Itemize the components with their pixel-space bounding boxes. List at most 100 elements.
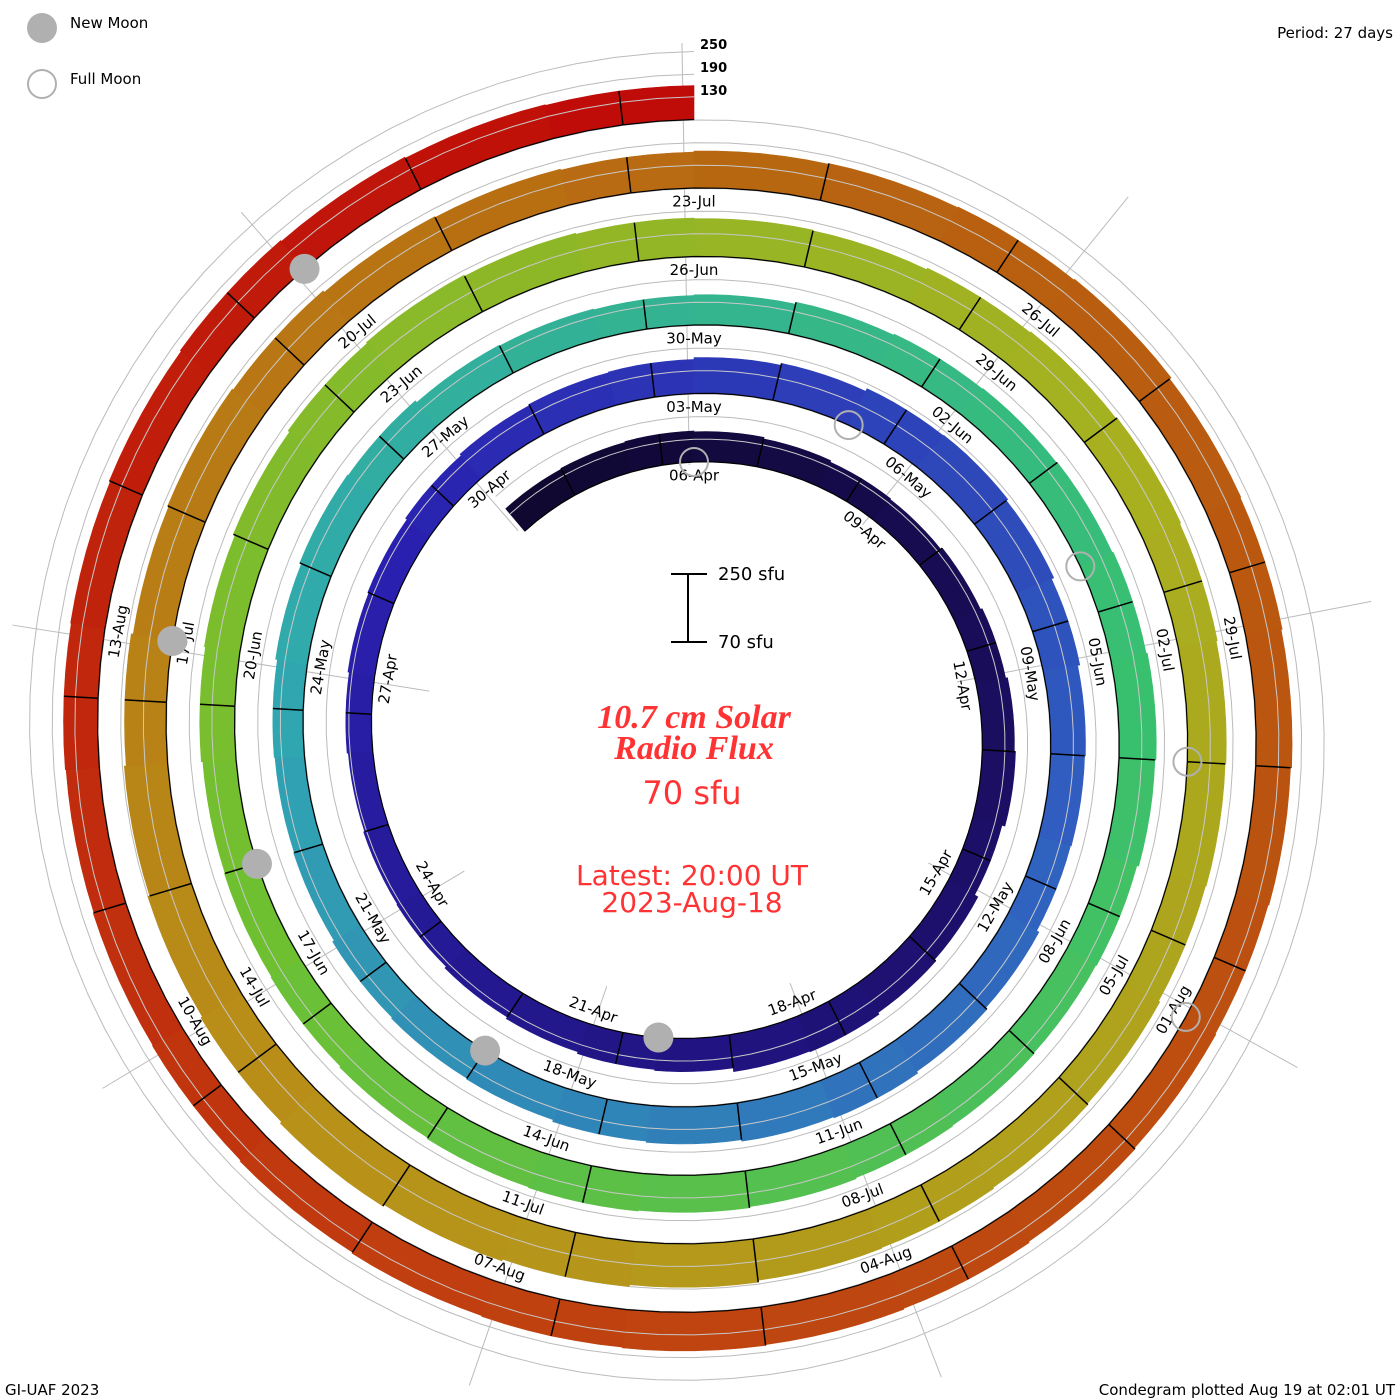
flux-segment xyxy=(339,1042,448,1139)
day-tick xyxy=(919,547,943,566)
day-tick xyxy=(744,1170,751,1208)
day-tick xyxy=(889,1123,907,1156)
flux-segment xyxy=(1007,835,1071,932)
day-tick xyxy=(294,843,323,854)
day-tick xyxy=(528,404,545,435)
day-tick xyxy=(625,157,632,194)
day-tick xyxy=(1028,461,1058,484)
day-tick xyxy=(772,363,783,401)
new-moon-marker xyxy=(470,1035,501,1066)
day-tick xyxy=(1008,1029,1035,1055)
day-tick xyxy=(149,882,192,897)
day-tick xyxy=(962,848,991,862)
new-moon-legend-label: New Moon xyxy=(70,14,148,32)
date-label: 30-May xyxy=(666,329,722,347)
day-tick xyxy=(463,275,484,313)
new-moon-legend-icon xyxy=(27,13,57,43)
day-tick xyxy=(506,992,524,1018)
day-tick xyxy=(564,1232,577,1277)
day-tick xyxy=(728,1034,734,1069)
new-moon-marker xyxy=(157,626,188,657)
baseline-spiral xyxy=(96,118,1257,1313)
day-tick xyxy=(1032,620,1069,633)
flux-segment xyxy=(621,1306,766,1352)
day-tick xyxy=(909,935,937,962)
day-tick xyxy=(756,438,765,467)
flux-segment xyxy=(788,301,895,365)
flux-segment xyxy=(347,751,389,832)
day-tick xyxy=(109,480,143,496)
radial-gridline xyxy=(862,196,1129,526)
day-tick xyxy=(367,591,395,605)
moon-markers xyxy=(157,253,1203,1066)
day-tick xyxy=(736,1102,743,1140)
scale-top-label: 250 sfu xyxy=(718,564,785,585)
date-label: 29-Jul xyxy=(1220,615,1245,661)
day-tick xyxy=(1058,1076,1089,1106)
flux-segment xyxy=(505,468,575,532)
day-tick xyxy=(233,533,269,550)
flux-segment xyxy=(464,232,586,313)
day-tick xyxy=(581,1165,593,1203)
day-tick xyxy=(845,478,862,502)
day-tick xyxy=(787,302,797,334)
day-tick xyxy=(560,468,576,496)
day-tick xyxy=(633,222,640,262)
day-tick xyxy=(1088,902,1120,918)
day-tick xyxy=(274,337,305,366)
day-tick xyxy=(996,239,1019,273)
day-tick xyxy=(124,699,167,704)
flux-segment xyxy=(772,363,867,426)
scale-bar xyxy=(671,573,707,643)
flux-segment xyxy=(363,824,421,905)
flux-segment xyxy=(804,230,928,303)
day-tick xyxy=(921,358,941,388)
day-tick xyxy=(1187,760,1226,765)
flux-segment xyxy=(1169,761,1226,887)
day-tick xyxy=(359,961,387,983)
chart-title-line1: 10.7 cm Solar xyxy=(597,699,791,736)
level-guide-190 xyxy=(51,73,1303,1359)
date-label: 03-May xyxy=(666,398,722,416)
day-tick xyxy=(614,1032,624,1064)
date-label: 27-Apr xyxy=(375,652,402,705)
full-moon-marker xyxy=(833,410,864,441)
day-tick xyxy=(1255,764,1291,769)
day-tick xyxy=(226,292,255,319)
flux-segment xyxy=(560,442,633,496)
day-tick xyxy=(1025,875,1057,890)
day-tick xyxy=(1229,561,1266,574)
baseline-label: 70 sfu xyxy=(642,774,741,812)
day-tick xyxy=(237,1043,277,1073)
flux-segment xyxy=(444,948,524,1018)
day-tick xyxy=(64,695,99,700)
flux-segment xyxy=(1103,757,1156,867)
new-moon-marker xyxy=(241,848,272,879)
flux-segment xyxy=(274,755,323,853)
date-label: 23-Jul xyxy=(672,192,715,210)
flux-segment xyxy=(948,816,1003,896)
flux-segment xyxy=(434,168,570,251)
flux-segment xyxy=(123,763,192,897)
day-tick xyxy=(951,1245,969,1280)
day-tick xyxy=(382,1164,411,1207)
flux-segment xyxy=(404,104,554,190)
day-tick xyxy=(920,1184,940,1222)
date-label: 26-Jun xyxy=(670,261,719,279)
flux-segment xyxy=(499,308,601,374)
day-tick xyxy=(760,1306,767,1346)
day-tick xyxy=(1108,1123,1136,1150)
flux-segment xyxy=(132,506,206,642)
day-tick xyxy=(752,1238,759,1283)
day-tick xyxy=(364,823,389,833)
flux-segment xyxy=(645,1102,742,1145)
flux-segment xyxy=(426,1107,542,1188)
day-tick xyxy=(658,434,664,466)
date-label: 02-Jul xyxy=(1152,627,1177,673)
day-tick xyxy=(302,1002,332,1025)
scale-bottom-label: 70 sfu xyxy=(718,632,774,653)
day-tick xyxy=(431,484,455,507)
new-moon-marker xyxy=(643,1022,674,1053)
level-label-190: 190 xyxy=(700,61,727,76)
day-tick xyxy=(650,363,656,398)
